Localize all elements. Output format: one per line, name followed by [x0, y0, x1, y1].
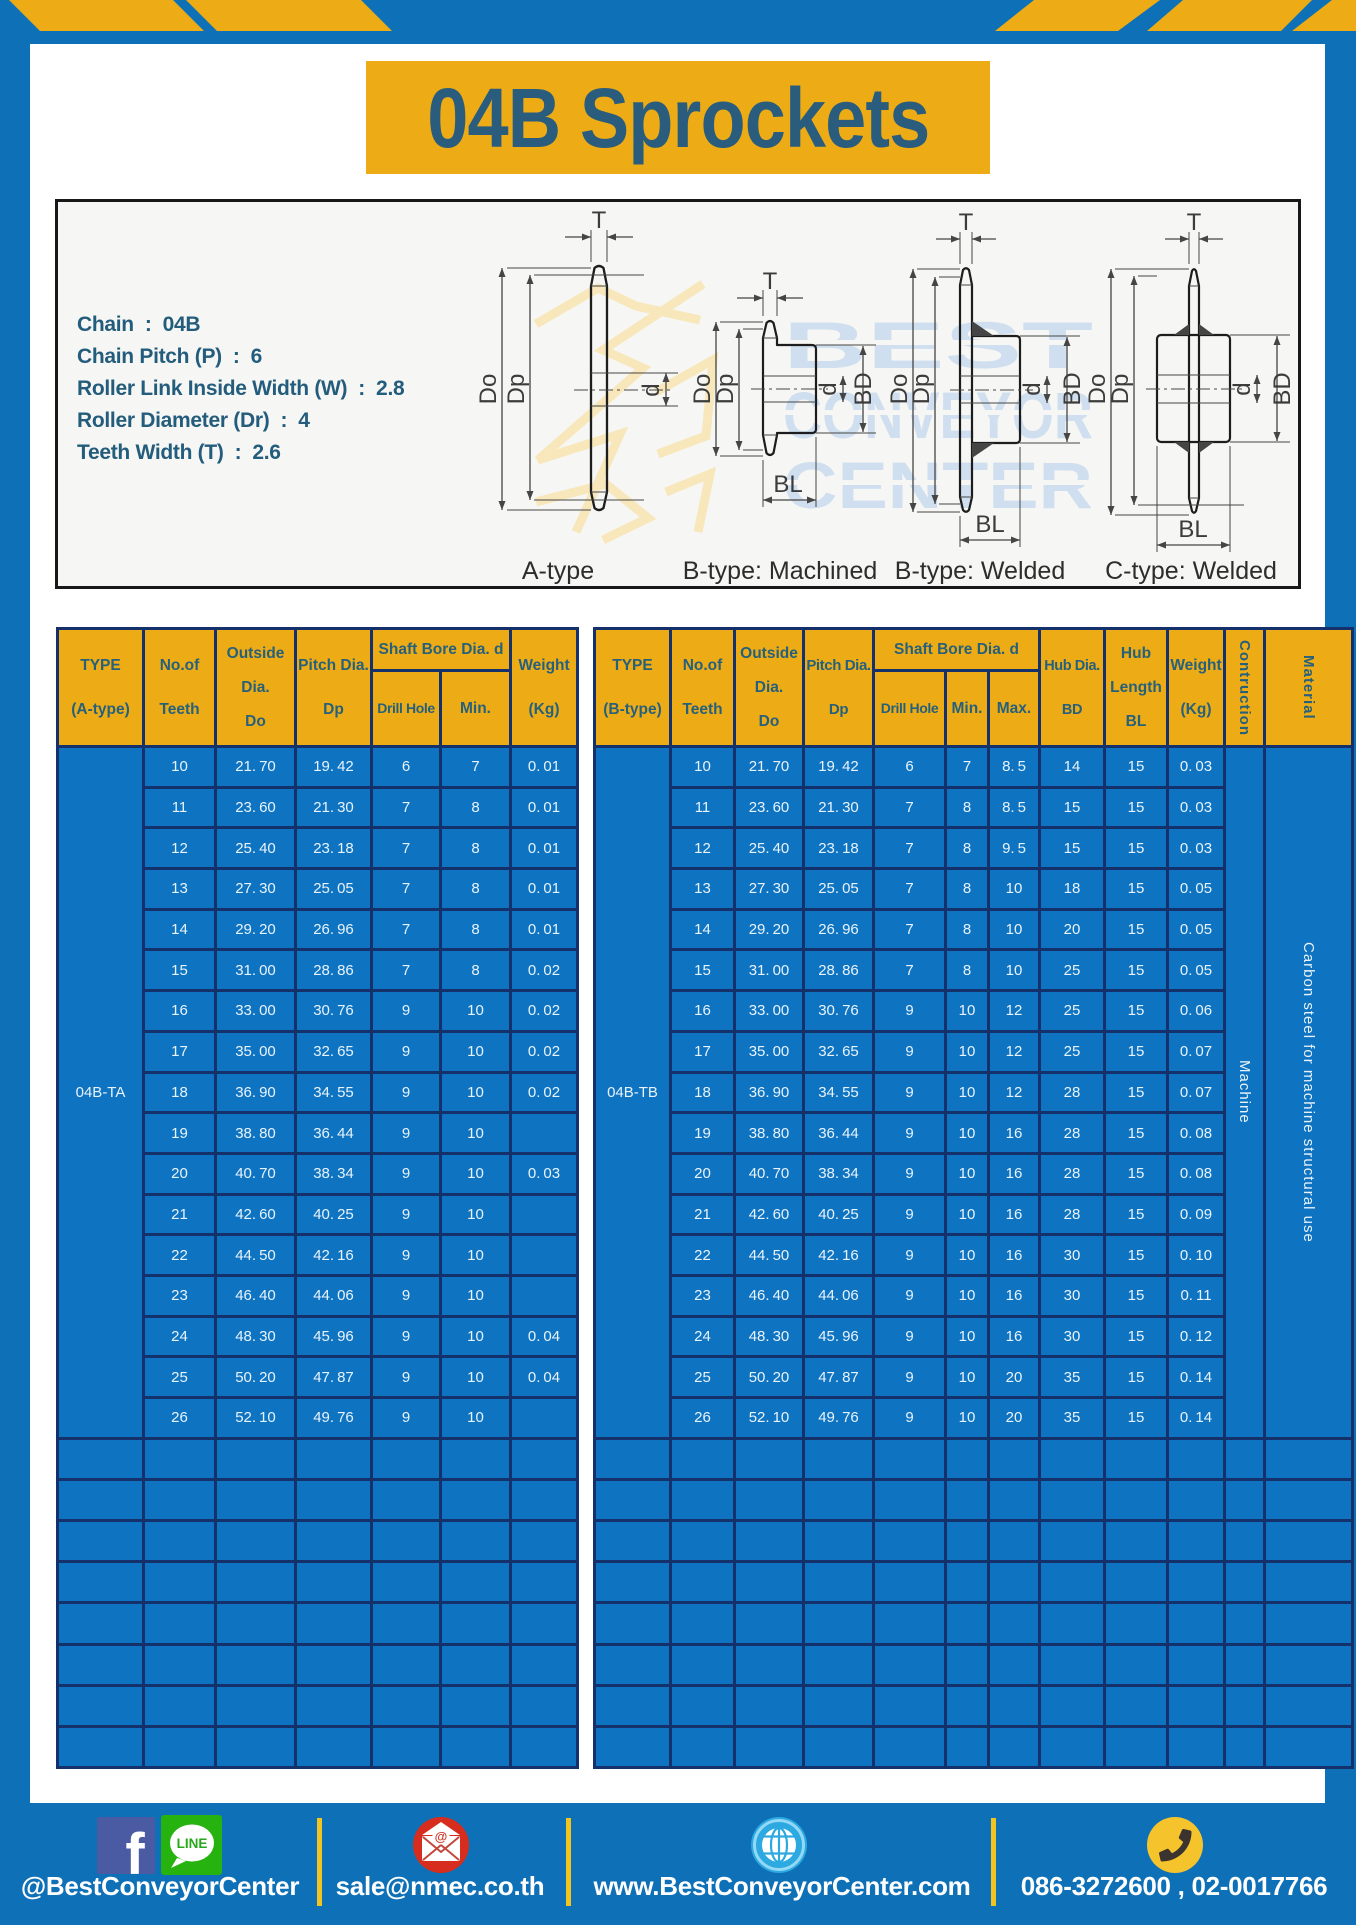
svg-text:@: @: [435, 1829, 448, 1844]
svg-text:LINE: LINE: [177, 1836, 208, 1851]
svg-text:Dp: Dp: [1107, 374, 1134, 405]
svg-text:Do: Do: [1084, 374, 1111, 405]
svg-text:Do: Do: [689, 374, 716, 405]
svg-text:T: T: [959, 209, 974, 236]
svg-text:Dp: Dp: [712, 374, 739, 405]
svg-text:d: d: [815, 382, 842, 395]
svg-text:Do: Do: [475, 374, 502, 405]
svg-text:BL: BL: [773, 471, 802, 498]
svg-text:T: T: [592, 207, 607, 234]
svg-text:f: f: [125, 1822, 145, 1887]
svg-text:Dp: Dp: [908, 374, 935, 405]
svg-text:BL: BL: [975, 511, 1004, 538]
svg-text:B-type: Welded: B-type: Welded: [895, 557, 1065, 585]
svg-text:d: d: [638, 383, 665, 396]
svg-text:A-type: A-type: [522, 557, 594, 585]
svg-text:BD: BD: [850, 372, 877, 405]
svg-text:BD: BD: [1269, 372, 1296, 405]
svg-text:BD: BD: [1059, 372, 1086, 405]
svg-text:B-type: Machined: B-type: Machined: [683, 557, 878, 585]
svg-text:BL: BL: [1178, 516, 1207, 543]
svg-text:T: T: [1187, 209, 1202, 236]
svg-text:Dp: Dp: [503, 374, 530, 405]
svg-text:d: d: [1229, 382, 1256, 395]
svg-text:Do: Do: [886, 374, 913, 405]
svg-text:T: T: [763, 268, 778, 295]
svg-text:C-type: Welded: C-type: Welded: [1105, 557, 1277, 585]
svg-text:d: d: [1019, 382, 1046, 395]
